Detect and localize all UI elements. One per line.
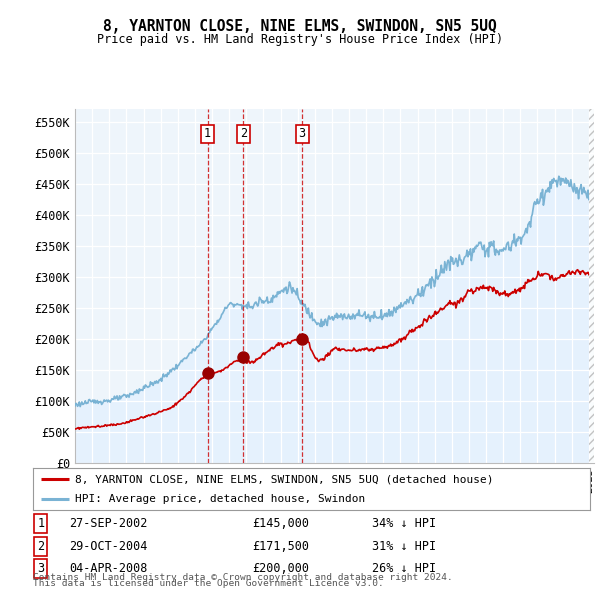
Text: 8, YARNTON CLOSE, NINE ELMS, SWINDON, SN5 5UQ (detached house): 8, YARNTON CLOSE, NINE ELMS, SWINDON, SN… <box>75 474 493 484</box>
Text: 1: 1 <box>37 517 44 530</box>
Text: 3: 3 <box>299 127 305 140</box>
Text: 29-OCT-2004: 29-OCT-2004 <box>69 540 148 553</box>
Text: Contains HM Land Registry data © Crown copyright and database right 2024.: Contains HM Land Registry data © Crown c… <box>33 573 453 582</box>
Text: 04-APR-2008: 04-APR-2008 <box>69 562 148 575</box>
Text: 26% ↓ HPI: 26% ↓ HPI <box>372 562 436 575</box>
Text: This data is licensed under the Open Government Licence v3.0.: This data is licensed under the Open Gov… <box>33 579 384 588</box>
Text: HPI: Average price, detached house, Swindon: HPI: Average price, detached house, Swin… <box>75 494 365 504</box>
Text: 8, YARNTON CLOSE, NINE ELMS, SWINDON, SN5 5UQ: 8, YARNTON CLOSE, NINE ELMS, SWINDON, SN… <box>103 19 497 34</box>
Text: 34% ↓ HPI: 34% ↓ HPI <box>372 517 436 530</box>
Text: £200,000: £200,000 <box>252 562 309 575</box>
Text: £171,500: £171,500 <box>252 540 309 553</box>
Text: 2: 2 <box>240 127 247 140</box>
Text: 1: 1 <box>204 127 211 140</box>
Text: 31% ↓ HPI: 31% ↓ HPI <box>372 540 436 553</box>
Text: Price paid vs. HM Land Registry's House Price Index (HPI): Price paid vs. HM Land Registry's House … <box>97 33 503 46</box>
Text: £145,000: £145,000 <box>252 517 309 530</box>
Text: 2: 2 <box>37 540 44 553</box>
Text: 27-SEP-2002: 27-SEP-2002 <box>69 517 148 530</box>
Text: 3: 3 <box>37 562 44 575</box>
